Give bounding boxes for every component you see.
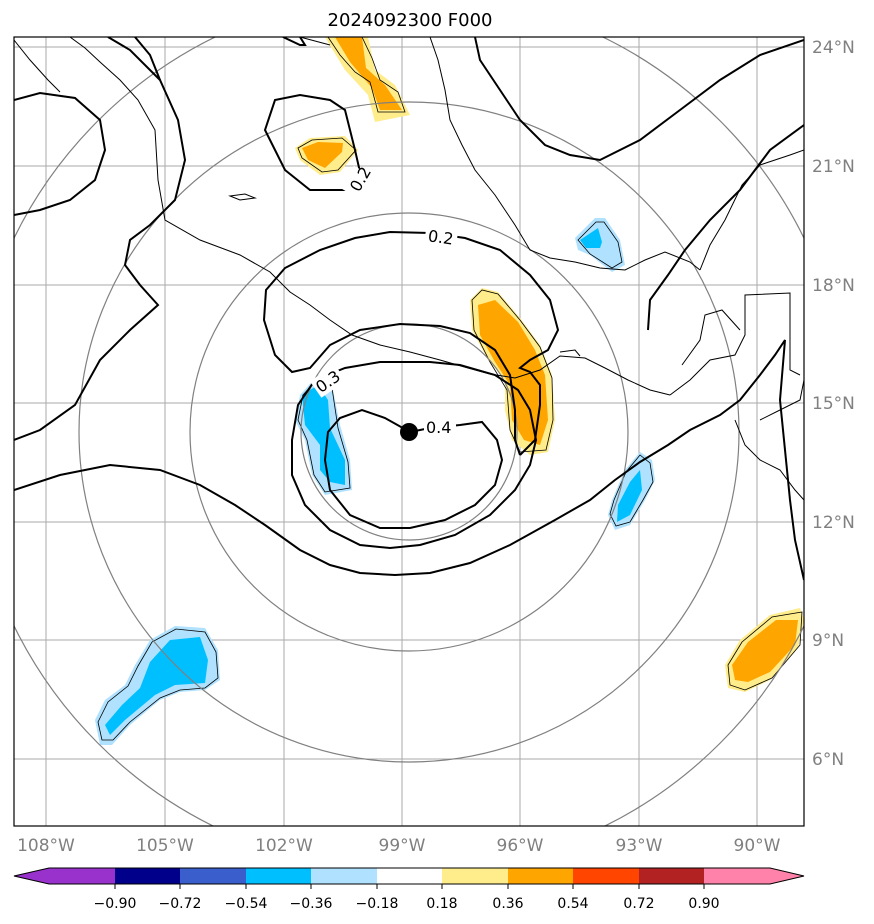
colorbar: −0.90 −0.72 −0.54 −0.36 −0.18 0.18 0.36 … — [13, 867, 805, 912]
range-ring-2 — [189, 212, 629, 652]
colorbar-tick-label: −0.90 — [94, 896, 137, 912]
colorbar-segment — [377, 868, 442, 884]
shade-positive-north-core — [335, 37, 402, 110]
colorbar-segment — [180, 868, 246, 884]
shade-positive-se-core — [732, 620, 798, 682]
lat-label-6n: 6°N — [812, 750, 844, 770]
contour-northwest — [134, 37, 161, 81]
lon-label-108w: 108°W — [17, 836, 75, 856]
map-border — [13, 36, 805, 827]
lon-label-102w: 102°W — [255, 836, 313, 856]
lat-label-12n: 12°N — [812, 513, 855, 533]
contour-label-0.4: 0.4 — [426, 418, 451, 437]
coastlines — [14, 37, 804, 501]
colorbar-segment — [246, 868, 311, 884]
border-us-mexico — [299, 37, 331, 46]
contours — [14, 37, 804, 581]
contour-labels: 0.2 0.2 0.3 0.4 — [309, 163, 459, 438]
contour-east-upper — [647, 124, 804, 331]
contour-label-0.2-south: 0.2 — [427, 226, 455, 248]
colorbar-segment — [311, 868, 377, 884]
colorbar-tick-label: −0.72 — [159, 896, 202, 912]
central-america-coast — [734, 419, 804, 501]
lat-label-21n: 21°N — [812, 157, 855, 177]
colorbar-extend-low — [14, 868, 49, 884]
colorbar-segment — [442, 868, 508, 884]
colorbar-segment — [508, 868, 573, 884]
colorbar-extend-high — [770, 868, 804, 884]
colorbar-tick-label: 0.54 — [557, 896, 588, 912]
lon-label-105w: 105°W — [136, 836, 194, 856]
contour-21n-loop — [263, 93, 361, 191]
contour-0.4 — [323, 408, 504, 529]
yucatan-coastline — [699, 149, 804, 271]
colorbar-tick-label: −0.18 — [356, 896, 399, 912]
shade-positive-east-core — [478, 300, 548, 445]
contour-0.2 — [262, 230, 560, 456]
shade-negative-93w-core — [617, 470, 642, 522]
range-ring-3 — [78, 101, 740, 763]
lat-label-24n: 24°N — [812, 38, 855, 58]
contour-west-closed — [14, 91, 107, 216]
colorbar-segment — [704, 868, 770, 884]
shade-positive-21n-core — [302, 142, 343, 168]
border-guatemala — [669, 292, 801, 396]
colorbar-segment — [49, 868, 115, 884]
gulf-coastline — [429, 37, 701, 271]
storm-center-marker — [400, 423, 418, 441]
lon-label-96w: 96°W — [497, 836, 544, 856]
lat-label-18n: 18°N — [812, 276, 855, 296]
lat-label-9n: 9°N — [812, 631, 844, 651]
gridlines — [14, 37, 804, 826]
contour-north-east — [474, 37, 804, 162]
lat-label-15n: 15°N — [812, 394, 855, 414]
contour-outer-south — [14, 339, 804, 581]
contour-far-west — [14, 37, 187, 441]
contour-top-hook — [282, 37, 307, 46]
shade-outlines — [97, 37, 803, 741]
colorbar-tick-label: 0.72 — [623, 896, 654, 912]
pacific-coastline — [69, 37, 671, 396]
contour-0.3 — [291, 361, 538, 550]
lon-label-93w: 93°W — [616, 836, 663, 856]
shaded-areas — [95, 37, 804, 745]
lon-label-99w: 99°W — [379, 836, 426, 856]
lon-label-90w: 90°W — [734, 836, 781, 856]
colorbar-segment — [115, 868, 180, 884]
shade-negative-gulf-core — [580, 228, 602, 248]
border-mexico-guatemala — [681, 309, 741, 366]
longitude-labels: 108°W 105°W 102°W 99°W 96°W 93°W 90°W — [17, 836, 781, 856]
map-title: 2024092300 F000 — [327, 10, 493, 31]
island-revillagigedo — [228, 193, 257, 201]
shade-negative-west-core — [302, 385, 345, 485]
colorbar-segment — [573, 868, 639, 884]
colorbar-tick-label: −0.36 — [290, 896, 333, 912]
shade-negative-sw-core — [105, 637, 208, 735]
colorbar-tick-label: 0.90 — [688, 896, 719, 912]
latitude-labels: 24°N 21°N 18°N 15°N 12°N 9°N 6°N — [812, 38, 855, 770]
colorbar-tick-label: 0.36 — [492, 896, 523, 912]
colorbar-tick-label: 0.18 — [426, 896, 457, 912]
colorbar-segment — [639, 868, 704, 884]
colorbar-tick-label: −0.54 — [225, 896, 268, 912]
